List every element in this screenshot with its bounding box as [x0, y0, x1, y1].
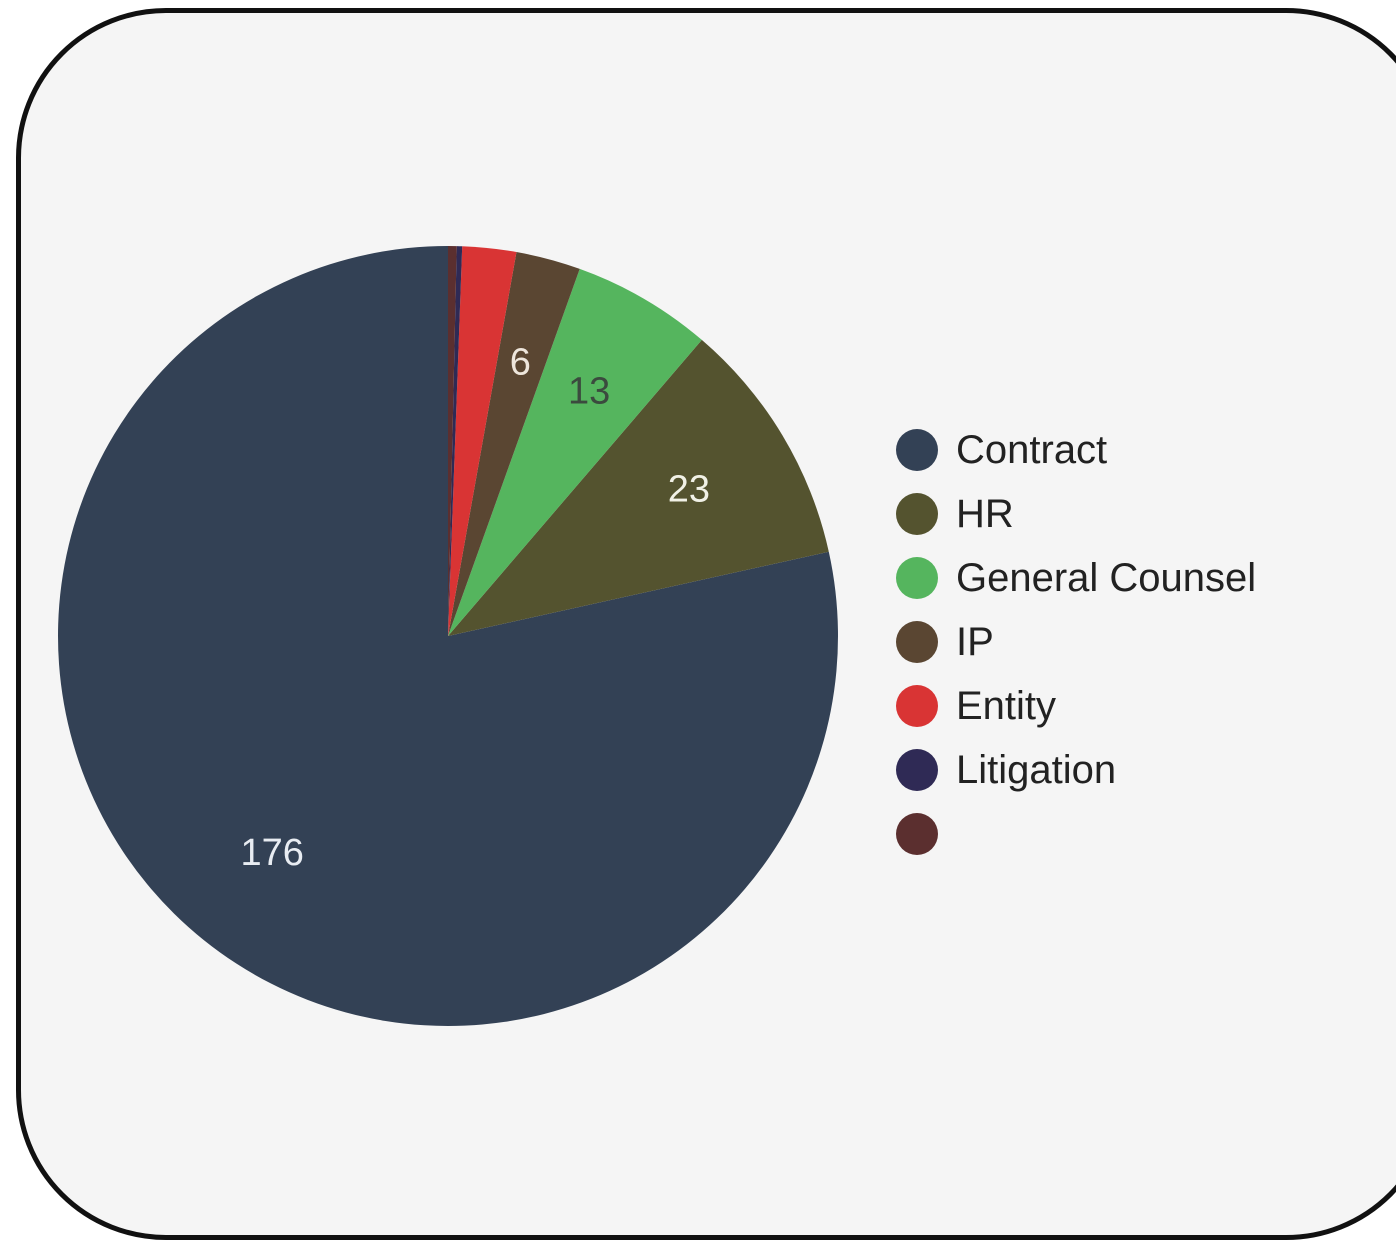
legend-label: Contract [956, 427, 1108, 472]
legend-label: Entity [956, 683, 1057, 728]
pie-slices [58, 246, 839, 1027]
legend-item[interactable]: Contract [896, 418, 1376, 482]
pie-slice-ip[interactable] [448, 252, 580, 636]
pie-slice-unlabeled[interactable] [448, 246, 457, 636]
pie-slice-entity[interactable] [448, 246, 517, 636]
legend-item[interactable]: Entity [896, 674, 1376, 738]
legend-swatch [896, 621, 938, 663]
legend-swatch [896, 557, 938, 599]
legend-swatch [896, 749, 938, 791]
legend-swatch [896, 813, 938, 855]
legend-item[interactable]: HR [896, 482, 1376, 546]
legend-item[interactable]: General Counsel [896, 546, 1376, 610]
slice-value-label: 13 [568, 370, 610, 412]
slice-value-label: 23 [668, 469, 710, 511]
legend-swatch [896, 429, 938, 471]
legend-swatch [896, 493, 938, 535]
pie-slice-labels: 176 23 13 6 [240, 342, 709, 874]
pie-slice-hr[interactable] [448, 339, 829, 636]
pie-slice-contract[interactable] [58, 246, 839, 1027]
legend-item[interactable] [896, 802, 1376, 866]
slice-value-label: 176 [240, 832, 303, 874]
legend-swatch [896, 685, 938, 727]
legend-label: General Counsel [956, 555, 1257, 600]
slice-value-label: 6 [510, 342, 531, 384]
pie-slice-general-counsel[interactable] [448, 268, 702, 636]
legend-label: Litigation [956, 747, 1117, 792]
legend-label: IP [956, 619, 994, 664]
legend-item[interactable]: IP [896, 610, 1376, 674]
legend-label: HR [956, 491, 1014, 536]
chart-legend: Contract HR General Counsel IP Entity Litigat… [896, 418, 1376, 866]
legend-item[interactable]: Litigation [896, 738, 1376, 802]
pie-slice-litigation[interactable] [448, 246, 463, 636]
